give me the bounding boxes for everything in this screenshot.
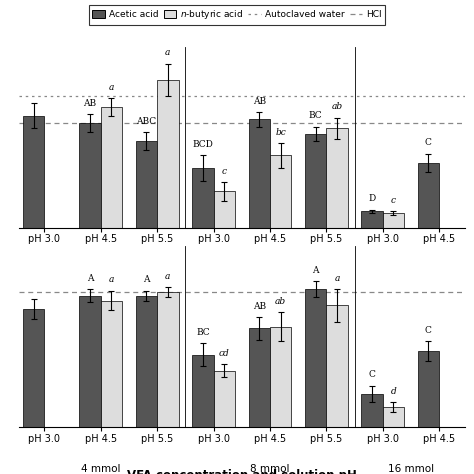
Text: a: a <box>109 82 114 91</box>
Text: d: d <box>391 387 396 396</box>
Bar <box>383 213 404 228</box>
Bar <box>192 355 214 427</box>
Text: AB: AB <box>253 97 266 106</box>
Bar <box>101 107 122 228</box>
Bar <box>248 328 270 427</box>
Text: 8 mmol: 8 mmol <box>250 465 290 474</box>
Text: A: A <box>87 274 93 283</box>
Bar <box>101 301 122 427</box>
Text: ab: ab <box>331 102 343 111</box>
Bar <box>361 394 383 427</box>
Text: bc: bc <box>275 128 286 137</box>
Text: c: c <box>391 196 396 205</box>
Bar <box>270 155 292 228</box>
Bar <box>418 351 439 427</box>
Text: 16 mmol: 16 mmol <box>388 465 434 474</box>
X-axis label: VFA concentration and solution pH: VFA concentration and solution pH <box>127 468 356 474</box>
Bar <box>136 141 157 228</box>
Legend: Acetic acid, $n$-butyric acid, Autoclaved water, HCl: Acetic acid, $n$-butyric acid, Autoclave… <box>89 5 385 25</box>
Text: 16 mmol: 16 mmol <box>388 265 434 275</box>
Bar <box>383 407 404 427</box>
Text: a: a <box>165 272 171 281</box>
Bar <box>214 371 235 427</box>
Bar <box>23 116 45 228</box>
Text: C: C <box>425 138 432 147</box>
Bar <box>214 191 235 228</box>
Bar <box>361 211 383 228</box>
Text: BCD: BCD <box>192 140 213 149</box>
Bar <box>418 163 439 228</box>
Text: a: a <box>109 275 114 284</box>
Text: cd: cd <box>219 349 229 358</box>
Text: ABC: ABC <box>137 117 156 126</box>
Text: C: C <box>425 326 432 335</box>
Text: AB: AB <box>83 99 97 108</box>
Bar <box>157 80 179 228</box>
Bar <box>136 296 157 427</box>
Bar <box>192 168 214 228</box>
Text: 8 mmol: 8 mmol <box>250 265 290 275</box>
Text: BC: BC <box>309 111 322 120</box>
Bar <box>326 305 348 427</box>
Bar <box>157 292 179 427</box>
Text: C: C <box>369 370 375 379</box>
Text: AB: AB <box>253 301 266 310</box>
Text: a: a <box>334 274 340 283</box>
Bar <box>248 119 270 228</box>
Text: ab: ab <box>275 297 286 306</box>
Text: c: c <box>222 167 227 176</box>
Bar <box>270 327 292 427</box>
Bar <box>79 123 101 228</box>
Bar <box>305 289 326 427</box>
Text: D: D <box>368 194 376 203</box>
Text: BC: BC <box>196 328 210 337</box>
Text: 4 mmol: 4 mmol <box>81 265 120 275</box>
Bar <box>79 296 101 427</box>
Bar <box>326 128 348 228</box>
Bar <box>305 134 326 228</box>
Text: a: a <box>165 48 171 57</box>
Bar <box>23 309 45 427</box>
Text: A: A <box>312 265 319 274</box>
Text: 4 mmol: 4 mmol <box>81 465 120 474</box>
Text: A: A <box>143 275 150 284</box>
